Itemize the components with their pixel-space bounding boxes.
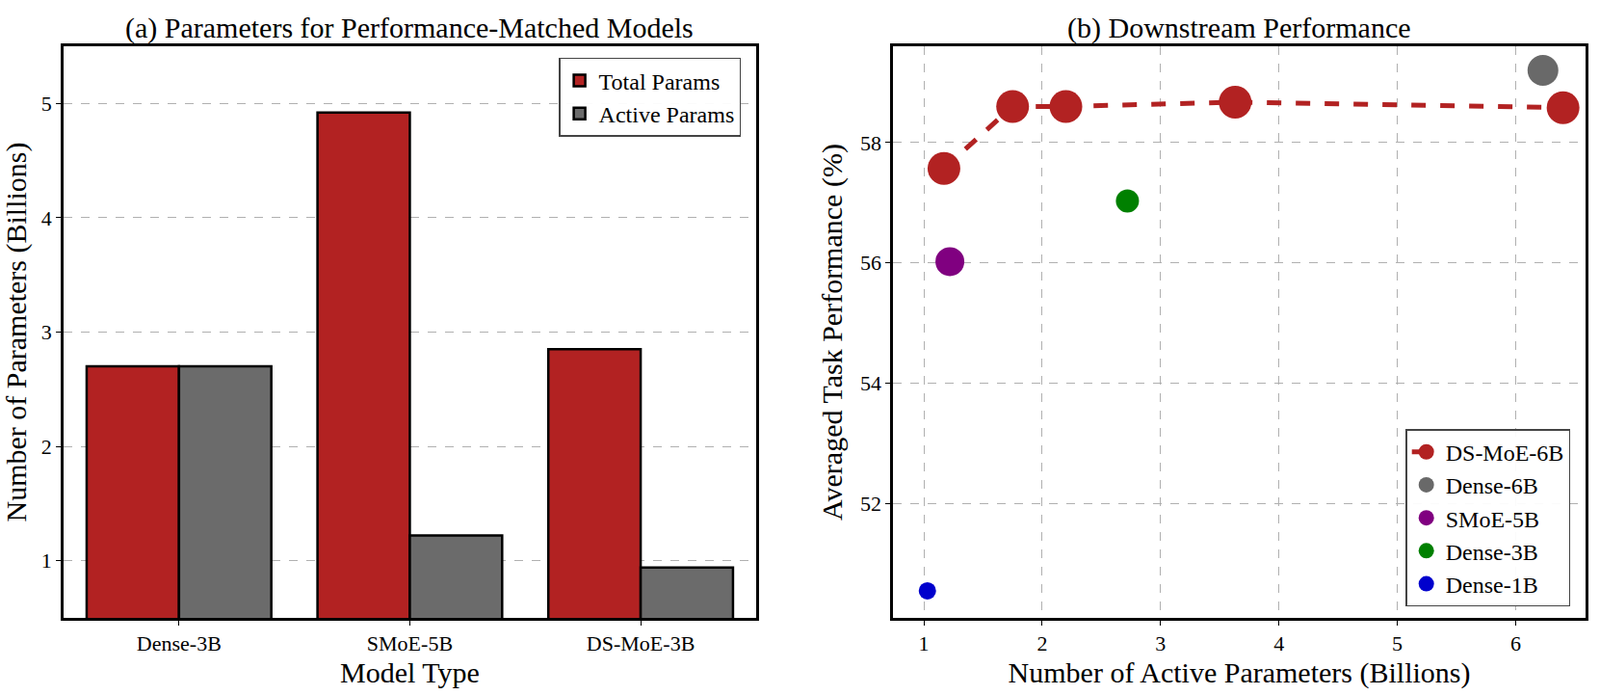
svg-text:Number of Parameters (Billions: Number of Parameters (Billions) <box>0 141 33 522</box>
svg-text:Averaged Task Performance (%): Averaged Task Performance (%) <box>815 143 849 521</box>
svg-text:Dense-3B: Dense-3B <box>1445 539 1539 565</box>
svg-text:Dense-3B: Dense-3B <box>136 630 222 656</box>
svg-text:Dense-6B: Dense-6B <box>1445 472 1539 499</box>
svg-text:1: 1 <box>918 630 930 656</box>
svg-text:Total Params: Total Params <box>599 69 721 95</box>
svg-text:1: 1 <box>41 548 53 573</box>
svg-text:4: 4 <box>1273 630 1285 656</box>
svg-text:Dense-1B: Dense-1B <box>1445 572 1539 598</box>
svg-text:56: 56 <box>860 250 882 275</box>
svg-text:Model Type: Model Type <box>340 655 480 688</box>
svg-text:3: 3 <box>41 319 53 344</box>
svg-text:52: 52 <box>860 491 882 516</box>
svg-text:DS-MoE-6B: DS-MoE-6B <box>1445 440 1565 466</box>
svg-text:3: 3 <box>1154 630 1166 656</box>
svg-text:4: 4 <box>41 206 53 231</box>
svg-text:54: 54 <box>860 370 882 395</box>
svg-text:Number of Active Parameters (B: Number of Active Parameters (Billions) <box>1008 655 1471 689</box>
svg-text:2: 2 <box>41 434 53 459</box>
svg-text:2: 2 <box>1036 630 1048 656</box>
svg-text:DS-MoE-3B: DS-MoE-3B <box>586 630 695 656</box>
svg-text:5: 5 <box>1391 630 1403 656</box>
svg-text:6: 6 <box>1510 630 1522 656</box>
svg-text:(a) Parameters for Performance: (a) Parameters for Performance-Matched M… <box>125 11 694 45</box>
svg-text:5: 5 <box>41 91 53 116</box>
svg-text:Active Params: Active Params <box>599 102 735 128</box>
svg-text:(b) Downstream Performance: (b) Downstream Performance <box>1067 11 1412 45</box>
svg-text:SMoE-5B: SMoE-5B <box>367 630 453 656</box>
svg-text:58: 58 <box>860 131 882 156</box>
svg-text:SMoE-5B: SMoE-5B <box>1445 506 1540 532</box>
